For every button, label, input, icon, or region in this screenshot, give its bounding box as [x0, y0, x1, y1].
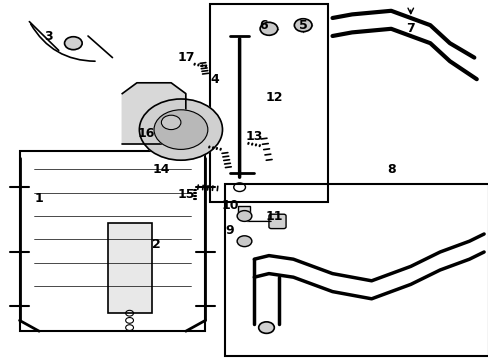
- Text: 3: 3: [44, 30, 53, 42]
- Text: 5: 5: [298, 19, 307, 32]
- Circle shape: [237, 211, 251, 221]
- Text: 4: 4: [210, 73, 219, 86]
- FancyBboxPatch shape: [268, 214, 285, 229]
- Text: 11: 11: [264, 210, 282, 222]
- Text: 15: 15: [177, 188, 194, 201]
- Text: 12: 12: [264, 91, 282, 104]
- Text: 7: 7: [406, 22, 414, 35]
- Text: 17: 17: [177, 51, 194, 64]
- Bar: [210, 4, 327, 202]
- Circle shape: [161, 115, 181, 130]
- Circle shape: [294, 19, 311, 32]
- Text: 14: 14: [152, 163, 170, 176]
- Circle shape: [260, 22, 277, 35]
- Text: 16: 16: [138, 127, 155, 140]
- Text: 2: 2: [152, 238, 161, 251]
- Text: 10: 10: [221, 199, 238, 212]
- Text: 8: 8: [386, 163, 395, 176]
- Circle shape: [154, 110, 207, 149]
- Circle shape: [64, 37, 82, 50]
- Bar: [20, 151, 205, 331]
- Text: 9: 9: [225, 224, 234, 237]
- Circle shape: [258, 322, 274, 333]
- Text: 1: 1: [35, 192, 43, 204]
- Polygon shape: [122, 83, 185, 144]
- Text: 6: 6: [259, 19, 268, 32]
- Bar: [107, 223, 151, 313]
- Bar: [238, 206, 250, 213]
- Text: 13: 13: [245, 130, 263, 143]
- Bar: [224, 184, 488, 356]
- Circle shape: [237, 236, 251, 247]
- Circle shape: [139, 99, 222, 160]
